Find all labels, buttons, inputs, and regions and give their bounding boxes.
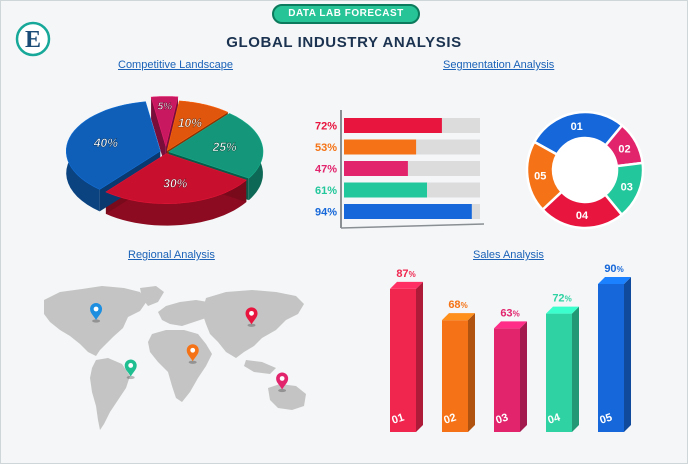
page-title: GLOBAL INDUSTRY ANALYSIS (226, 34, 462, 51)
sales-bar-top-3 (546, 306, 579, 314)
greenland-shape (140, 286, 164, 306)
europe-shape (158, 300, 214, 326)
pie-slice-0 (150, 96, 179, 148)
donut-label-0: 01 (571, 121, 583, 133)
segmentation-donut-chart: 01 02 03 04 05 (525, 110, 645, 230)
sales-value-label-3: 72% (552, 293, 571, 305)
sales-value-label-0: 87% (396, 268, 415, 280)
sales-category-2: 03 (494, 412, 509, 427)
hbar-label-2: 47% (315, 164, 337, 176)
sales-bar-3 (546, 313, 572, 432)
sales-category-1: 02 (442, 412, 457, 427)
pie-label-4: 40% (93, 136, 118, 150)
pie-slice-1 (166, 100, 229, 152)
sales-bar-side-3 (572, 306, 579, 432)
forecast-badge: DATA LAB FORECAST (272, 4, 420, 24)
sales-category-0: 01 (390, 412, 405, 427)
competitive-landscape-heading: Competitive Landscape (118, 59, 233, 71)
sales-category-4: 05 (598, 412, 613, 427)
competitive-pie-chart: 5% 10% 25% 30% 40% (66, 96, 264, 226)
sales-value-label-1: 68% (448, 299, 467, 311)
sales-value-label-2: 63% (500, 307, 519, 319)
sales-bar-0 (390, 288, 416, 432)
hbar-label-1: 53% (315, 142, 337, 154)
africa-pin-icon (186, 344, 199, 364)
donut-label-1: 02 (618, 144, 630, 156)
south-america-pin-icon (124, 359, 137, 380)
hbar-label-4: 94% (315, 207, 337, 219)
donut-label-2: 03 (621, 182, 633, 194)
pie-slice-3 (105, 153, 247, 204)
sales-bar-top-0 (390, 281, 423, 289)
hbar-2 (344, 161, 408, 176)
hbar-3 (344, 182, 427, 198)
donut-slice-0 (532, 110, 624, 157)
hbar-axis-x (340, 223, 485, 229)
donut-label-3: 04 (576, 210, 589, 222)
map-pins (90, 303, 289, 393)
pie-slice-wall-0-0 (151, 97, 166, 169)
pie-slice-side-3 (105, 180, 247, 226)
logo-letter: E (25, 27, 41, 53)
north-america-shape (44, 286, 147, 356)
sales-bar-4 (598, 284, 624, 432)
donut-label-4: 05 (534, 171, 546, 183)
pie-label-0: 5% (158, 102, 173, 113)
segmentation-bar-chart: 72% 53% 47% 61% 94% (315, 110, 485, 229)
sales-bar-side-1 (468, 313, 475, 432)
hbar-0 (344, 118, 442, 133)
regional-world-map (44, 286, 306, 430)
brand-logo: E (15, 21, 51, 57)
southeast-asia-shape (244, 360, 276, 374)
pie-label-1: 10% (178, 116, 202, 130)
sales-analysis-heading: Sales Analysis (473, 249, 544, 261)
sales-bar-top-2 (494, 321, 527, 329)
sales-bar-chart: 01 87% 02 68% 03 63% 04 72% 05 90% (390, 263, 631, 432)
donut-hole (554, 139, 616, 201)
asia-pin-icon (245, 307, 258, 327)
australia-shape (268, 384, 306, 410)
pie-label-3: 30% (163, 176, 187, 190)
donut-slice-4 (525, 140, 564, 212)
sales-bar-side-4 (624, 277, 631, 432)
south-america-shape (90, 358, 130, 430)
sales-bar-top-4 (598, 277, 631, 284)
sales-value-label-4: 90% (604, 263, 623, 275)
asia-shape (202, 290, 304, 358)
logo-ring (15, 21, 51, 57)
africa-shape (148, 330, 212, 402)
sales-bar-2 (494, 328, 520, 432)
pie-label-2: 25% (212, 140, 237, 154)
hbar-1 (344, 139, 417, 155)
hbar-label-0: 72% (315, 121, 337, 133)
sales-bar-top-1 (442, 313, 475, 321)
sales-bar-side-0 (416, 281, 423, 432)
regional-analysis-heading: Regional Analysis (128, 249, 215, 261)
pie-slice-2 (168, 113, 264, 179)
sales-category-3: 04 (546, 411, 562, 426)
sales-bar-side-2 (520, 321, 527, 432)
north-america-pin-icon (90, 303, 103, 323)
hbar-4 (344, 204, 472, 219)
australia-pin-icon (276, 372, 289, 393)
pie-slice-4 (66, 101, 161, 190)
hbar-label-3: 61% (315, 185, 337, 197)
segmentation-analysis-heading: Segmentation Analysis (443, 59, 555, 71)
sales-bar-1 (442, 320, 468, 432)
